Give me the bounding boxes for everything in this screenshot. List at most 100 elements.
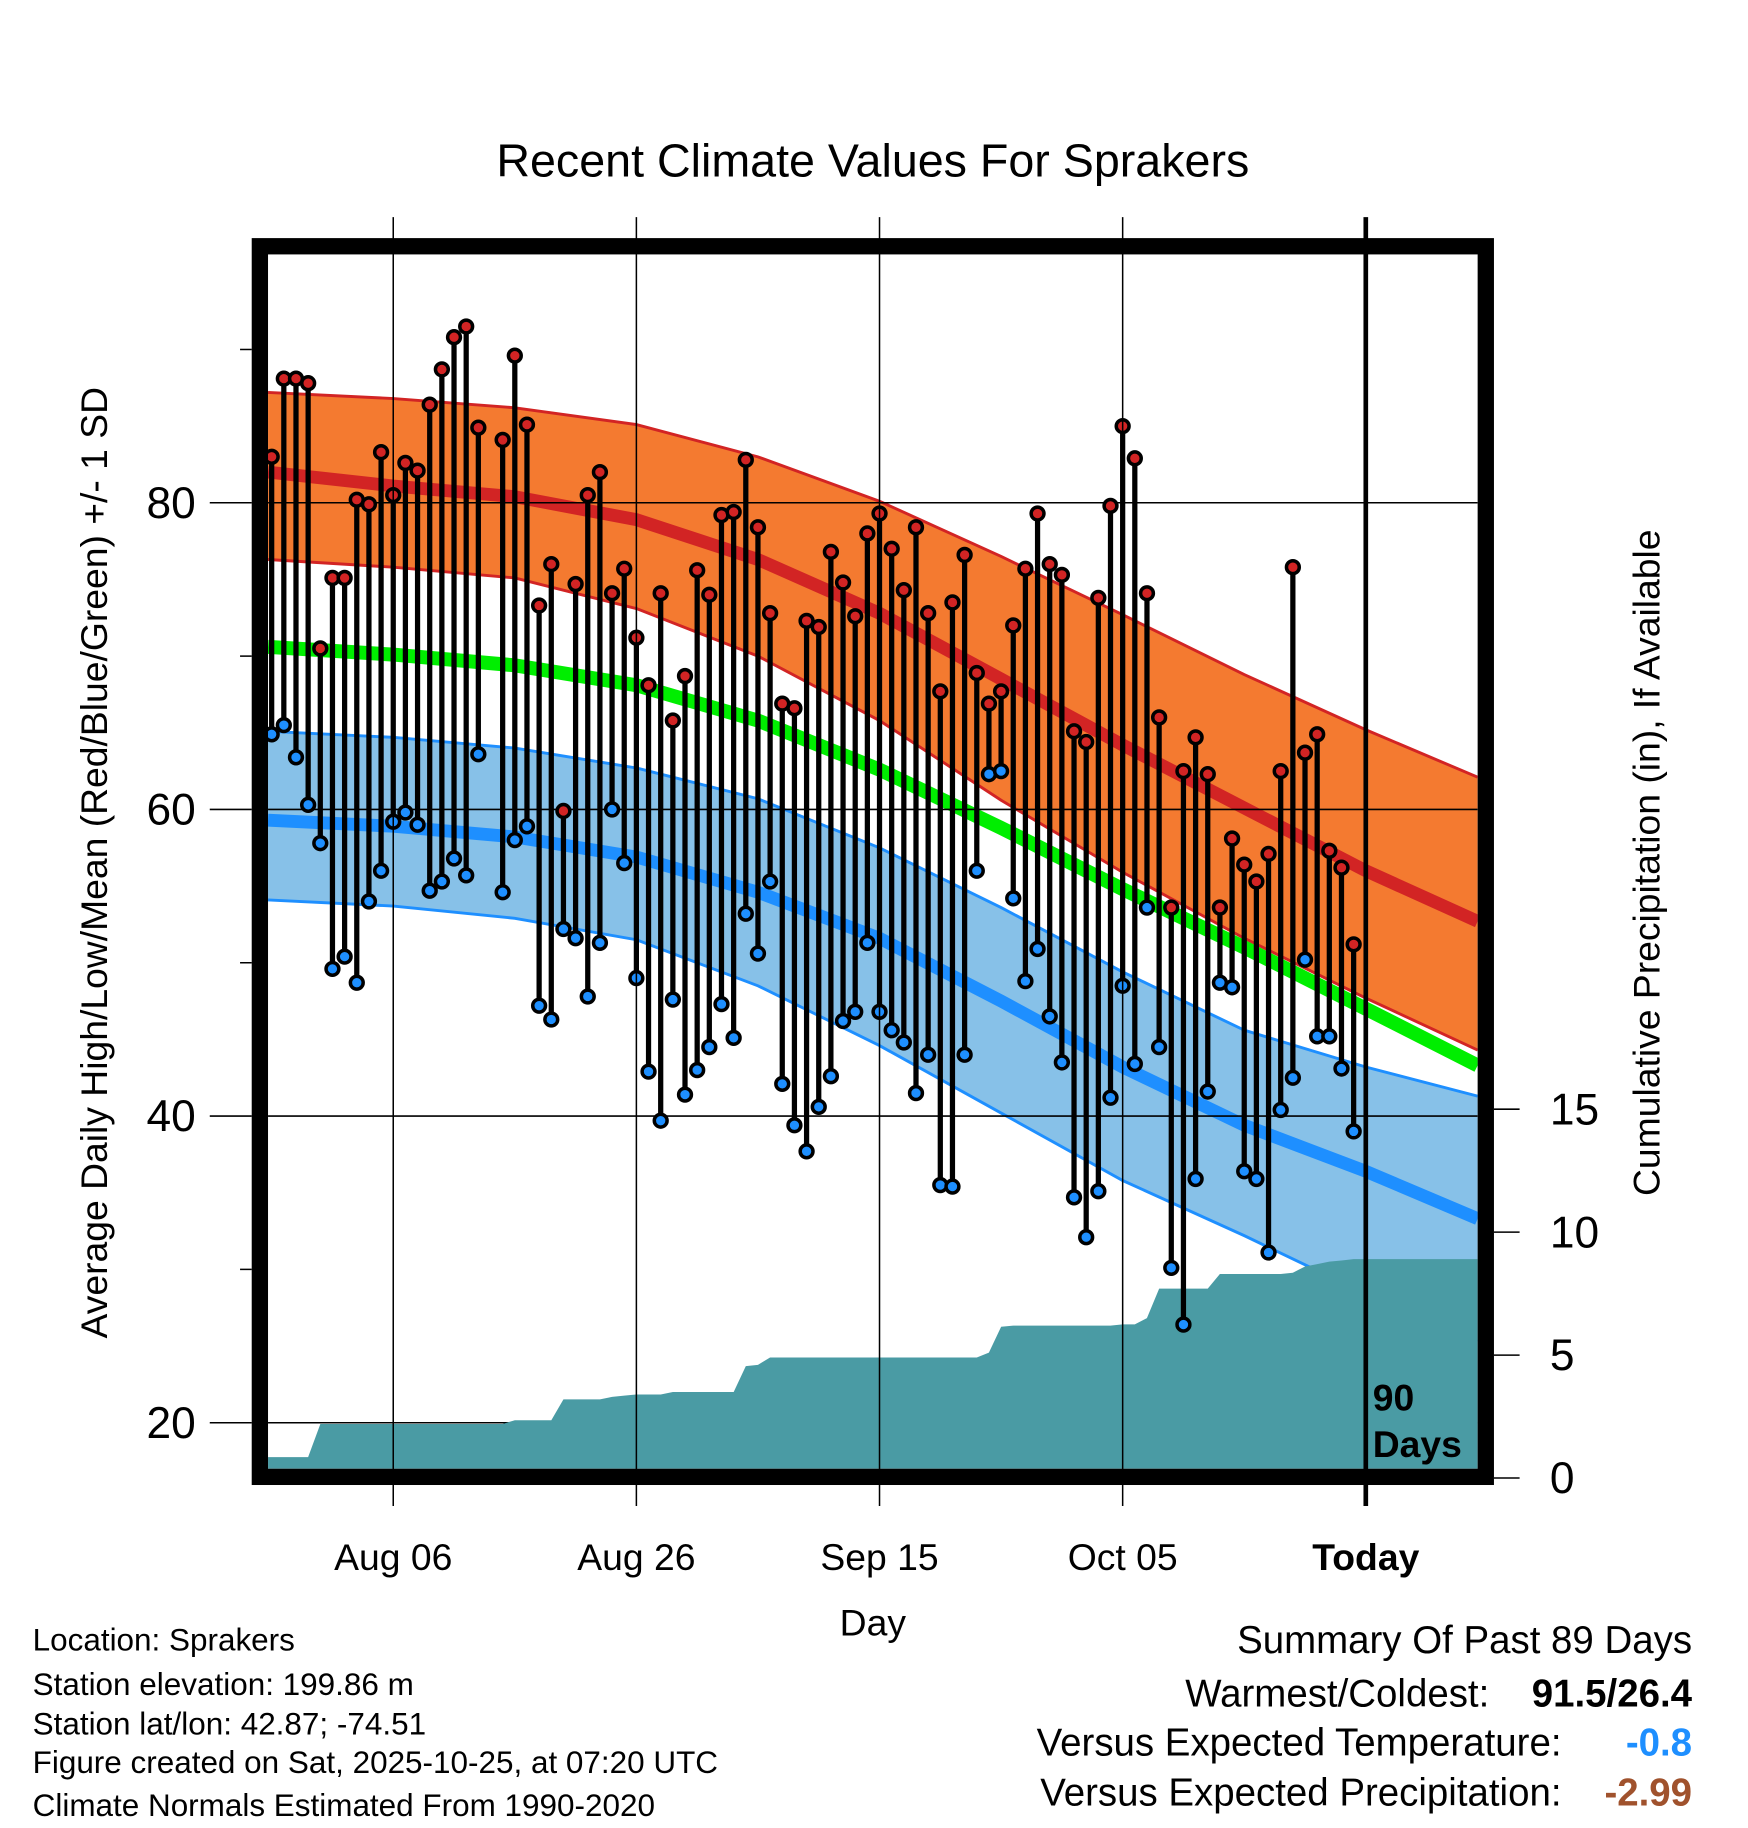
daily-high-point xyxy=(676,667,694,685)
daily-high-point xyxy=(372,444,390,461)
daily-low-point xyxy=(968,862,985,879)
daily-high-point xyxy=(786,700,803,717)
daily-high-point xyxy=(518,416,536,433)
daily-low-point xyxy=(725,1029,742,1047)
daily-low-point xyxy=(1126,1055,1143,1073)
axes: 90 Days 20 40 60 80 0 5 10 15 Aug 06 Aug 26 Sep 15 Oc… xyxy=(147,217,1599,1578)
daily-high-point xyxy=(397,454,414,472)
daily-low-point xyxy=(348,974,365,991)
daily-low-point xyxy=(847,1003,864,1020)
daily-high-point xyxy=(1211,899,1229,916)
created-text: Figure created on Sat, 2025-10-25, at 07… xyxy=(33,1745,718,1780)
daily-low-point xyxy=(1041,1008,1058,1025)
daily-low-point xyxy=(1005,890,1022,907)
daily-low-point xyxy=(1223,979,1241,996)
daily-low-point xyxy=(372,862,390,879)
elevation-text: Station elevation: 199.86 m xyxy=(33,1667,414,1702)
daily-high-point xyxy=(701,586,718,603)
daily-high-point xyxy=(458,318,475,335)
daily-high-point xyxy=(834,574,852,591)
daily-high-point xyxy=(1150,709,1168,726)
daily-low-point xyxy=(494,884,511,901)
warmest-value: 91.5/26.4 xyxy=(1532,1672,1693,1715)
daily-low-point xyxy=(859,934,876,951)
daily-high-point xyxy=(1017,560,1034,577)
daily-low-point xyxy=(1150,1038,1168,1056)
daily-low-point xyxy=(567,930,584,947)
daily-low-point xyxy=(749,945,767,962)
daily-low-point xyxy=(1102,1089,1119,1106)
daily-high-point xyxy=(725,503,742,521)
daily-high-point xyxy=(1321,842,1338,859)
x-tick-label: Sep 15 xyxy=(820,1536,938,1578)
daily-high-point xyxy=(1126,450,1143,467)
daily-low-point xyxy=(470,746,487,763)
daily-high-point xyxy=(1236,856,1253,873)
daily-high-point xyxy=(312,640,329,657)
daily-low-point xyxy=(1321,1028,1338,1045)
daily-low-point xyxy=(287,749,305,766)
daily-low-point xyxy=(299,796,317,813)
daily-high-point xyxy=(1345,936,1362,953)
daily-low-point xyxy=(1272,1101,1289,1119)
precip-area xyxy=(268,1259,1478,1469)
daily-high-point xyxy=(1199,766,1216,783)
daily-low-point xyxy=(506,831,523,849)
daily-low-point xyxy=(895,1034,912,1051)
daily-low-point xyxy=(1017,972,1034,990)
daily-low-point xyxy=(579,988,596,1005)
summary-panel: Summary Of Past 89 Days Warmest/Coldest:… xyxy=(1037,1619,1693,1815)
x-tick-label: Today xyxy=(1312,1536,1419,1578)
today-annotation-number: 90 xyxy=(1373,1376,1414,1418)
daily-high-point xyxy=(1090,589,1107,607)
daily-low-point xyxy=(883,1022,900,1039)
daily-low-point xyxy=(324,960,341,978)
precip-anomaly-label: Versus Expected Precipitation: xyxy=(1040,1771,1561,1814)
daily-high-point xyxy=(336,569,353,587)
daily-high-point xyxy=(1163,899,1180,916)
normal-low-band xyxy=(268,731,1478,1342)
plot-frame xyxy=(251,238,1494,1486)
summary-title: Summary Of Past 89 Days xyxy=(1237,1619,1692,1662)
daily-low-point xyxy=(1090,1183,1107,1200)
daily-high-point xyxy=(530,597,548,614)
daily-high-point xyxy=(421,396,438,413)
daily-low-point xyxy=(774,1075,791,1093)
daily-high-point xyxy=(640,677,657,694)
daily-low-point xyxy=(907,1084,925,1102)
daily-high-point xyxy=(409,462,426,479)
daily-low-point xyxy=(433,873,451,890)
station-info: Location: Sprakers Station elevation: 19… xyxy=(33,1622,718,1822)
y-tick-label: 80 xyxy=(147,479,196,528)
daily-low-point xyxy=(397,804,414,821)
temp-anomaly-label: Versus Expected Temperature: xyxy=(1037,1721,1562,1764)
daily-high-point xyxy=(1260,845,1277,863)
daily-high-point xyxy=(445,329,463,346)
daily-high-point xyxy=(761,605,779,622)
daily-high-point xyxy=(968,664,985,682)
daily-low-point xyxy=(1187,1170,1204,1188)
daily-high-point xyxy=(1223,830,1241,847)
daily-low-point xyxy=(1236,1163,1253,1180)
daily-high-point xyxy=(859,525,876,542)
daily-high-point xyxy=(1248,873,1265,890)
daily-low-point xyxy=(603,801,621,818)
daily-low-point xyxy=(992,762,1010,780)
x-tick-label: Oct 05 xyxy=(1068,1536,1178,1578)
daily-low-point xyxy=(676,1086,694,1103)
daily-high-point xyxy=(847,608,864,625)
daily-high-point xyxy=(1102,497,1119,515)
daily-high-point xyxy=(268,448,280,465)
daily-low-point xyxy=(810,1098,827,1116)
latlon-text: Station lat/lon: 42.87; -74.51 xyxy=(33,1706,426,1741)
daily-high-point xyxy=(1187,729,1204,746)
y-tick-label: 20 xyxy=(147,1399,196,1448)
normals-text: Climate Normals Estimated From 1990-2020 xyxy=(33,1788,655,1823)
daily-high-point xyxy=(1138,585,1156,602)
y-tick-label: 40 xyxy=(147,1092,196,1141)
daily-high-point xyxy=(1029,505,1046,522)
daily-high-point xyxy=(299,375,317,392)
y2-axis-label: Cumulative Precipitation (in), If Availa… xyxy=(1625,529,1667,1196)
daily-low-point xyxy=(268,726,280,743)
location-text: Location: Sprakers xyxy=(33,1622,295,1657)
